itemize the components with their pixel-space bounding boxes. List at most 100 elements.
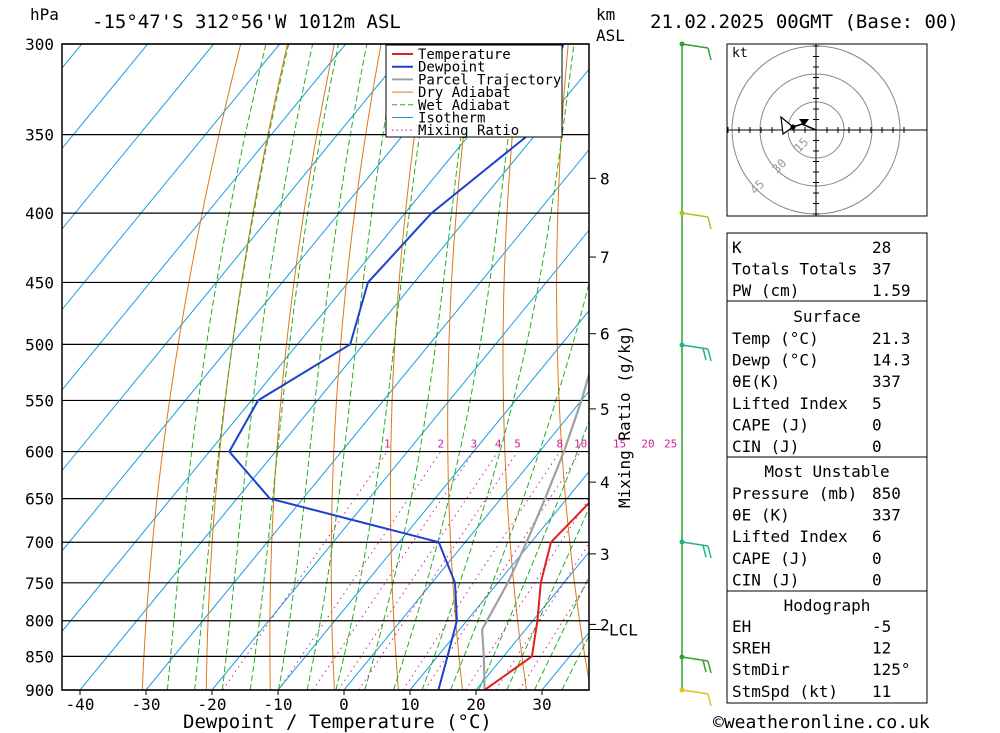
isotherm-line <box>62 44 149 150</box>
isotherm-line <box>62 44 545 633</box>
pressure-tick-label: 550 <box>25 391 54 410</box>
hodograph-table-row-value: 12 <box>872 639 891 658</box>
axes: 300350400450500550600650700750800850900-… <box>25 35 677 714</box>
temperature-tick-label: 20 <box>466 695 485 714</box>
mixing-ratio-label: 5 <box>514 438 521 451</box>
dry-adiabat-line <box>330 44 382 690</box>
mixing-ratio-label: 4 <box>495 438 502 451</box>
pressure-tick-label: 750 <box>25 574 54 593</box>
mixing-ratio-label: 1 <box>384 438 391 451</box>
mixing-ratio-label: 8 <box>556 438 563 451</box>
legend-label: Dry Adiabat <box>418 85 511 101</box>
most-unstable-row-label: Pressure (mb) <box>732 484 857 503</box>
wind-barb-feather <box>702 660 707 673</box>
most-unstable-row-value: 0 <box>872 549 882 568</box>
pressure-tick-label: 600 <box>25 443 54 462</box>
legend-label: Mixing Ratio <box>418 123 519 139</box>
pressure-tick-label: 700 <box>25 533 54 552</box>
dry-adiabat-line <box>989 44 1000 690</box>
isotherm-line <box>211 229 589 690</box>
temperature-series <box>484 501 589 690</box>
wind-barb-feather <box>707 216 712 230</box>
mixing-ratio-line <box>465 497 589 690</box>
pressure-tick-label: 400 <box>25 204 54 223</box>
mixing-ratio-label: 3 <box>471 438 478 451</box>
isotherm-line <box>62 44 413 472</box>
hodograph-table-row-label: StmDir <box>732 660 790 679</box>
surface-row-value: 14.3 <box>872 351 911 370</box>
indices-row-label: K <box>732 238 742 257</box>
mixing-ratio-label: 20 <box>641 438 654 451</box>
indices-row-value: 1.59 <box>872 281 911 300</box>
wind-barb-feather <box>702 348 707 361</box>
copyright-footer: ©weatheronline.co.uk <box>713 712 930 733</box>
temperature-tick-label: 0 <box>339 695 349 714</box>
wind-barb-column <box>679 41 712 707</box>
legend-label: Parcel Trajectory <box>418 72 561 88</box>
hodograph-table-row-label: SREH <box>732 639 771 658</box>
dry-adiabat-line <box>269 44 335 690</box>
wind-barb <box>679 41 712 61</box>
most-unstable-row-label: CIN (J) <box>732 570 799 589</box>
surface-row-value: 21.3 <box>872 329 911 348</box>
wind-barb-feather <box>707 693 712 707</box>
isotherm-line <box>62 44 215 230</box>
wind-barb-feather <box>707 545 712 559</box>
dry-adiabat-line <box>659 44 719 690</box>
hodograph-storm-marker <box>780 115 794 136</box>
wet-adiabat-line <box>249 44 339 690</box>
wind-barb-shaft <box>681 689 709 695</box>
indices-box <box>726 232 928 302</box>
temperature-tick-label: -20 <box>198 695 227 714</box>
pressure-gridlines <box>62 43 589 691</box>
mixing-ratio-line <box>358 451 518 690</box>
isotherm-line <box>145 148 589 690</box>
hodograph-mean-wind-marker <box>799 119 809 126</box>
pressure-tick-label: 350 <box>25 126 54 145</box>
mixing-ratio-axis-label: Mixing Ratio (g/kg) <box>615 325 634 508</box>
surface-row-label: Dewp (°C) <box>732 351 819 370</box>
indices-row-value: 37 <box>872 260 891 279</box>
temperature-tick-label: 30 <box>532 695 551 714</box>
wind-barb <box>679 342 712 362</box>
km-tick-label: 7 <box>600 248 610 267</box>
hodograph-table-row-value: 11 <box>872 682 891 701</box>
surface-row-value: 5 <box>872 394 882 413</box>
wet-adiabat-line <box>166 44 267 690</box>
km-tick-label: 5 <box>600 400 610 419</box>
isotherm-line <box>62 44 479 552</box>
datetime-label: 21.02.2025 00GMT (Base: 00) <box>650 11 959 33</box>
surface-row-value: 0 <box>872 437 882 456</box>
most-unstable-row-value: 0 <box>872 570 882 589</box>
wind-barb-shaft <box>681 212 709 218</box>
wind-barb-shaft <box>681 656 709 662</box>
dry-adiabat-line <box>943 44 1000 690</box>
mixing-ratio-label: 10 <box>574 438 587 451</box>
x-axis-label: Dewpoint / Temperature (°C) <box>183 711 492 733</box>
km-tick-label: 3 <box>600 545 610 564</box>
surface-row-value: 0 <box>872 415 882 434</box>
km-tick-label: 6 <box>600 325 610 344</box>
km-tick-label: 4 <box>600 473 610 492</box>
pressure-tick-label: 500 <box>25 335 54 354</box>
mixing-ratio-line <box>402 451 561 690</box>
wind-barb <box>679 654 712 674</box>
hodograph-point <box>790 124 796 130</box>
most-unstable-row-value: 850 <box>872 484 901 503</box>
hodograph-unit-label: kt <box>732 46 748 61</box>
most-unstable-header: Most Unstable <box>764 462 889 481</box>
stability-indices-panel: K 28 Totals Totals 37 PW (cm) 1.59 Surface Temp… <box>726 232 928 704</box>
most-unstable-box <box>726 456 928 592</box>
dewpoint-series <box>228 44 565 690</box>
lcl-label: LCL <box>609 620 638 639</box>
dry-adiabat-line <box>390 44 429 690</box>
dry-adiabat-line <box>502 44 527 690</box>
km-tick-label: 8 <box>600 169 610 188</box>
surface-box <box>726 300 928 458</box>
temperature-tick-label: -10 <box>264 695 293 714</box>
pressure-tick-label: 300 <box>25 35 54 54</box>
hodograph-table-row-value: 125° <box>872 660 911 679</box>
hodograph-trace <box>792 123 817 131</box>
surface-row-label: θE(K) <box>732 372 780 391</box>
